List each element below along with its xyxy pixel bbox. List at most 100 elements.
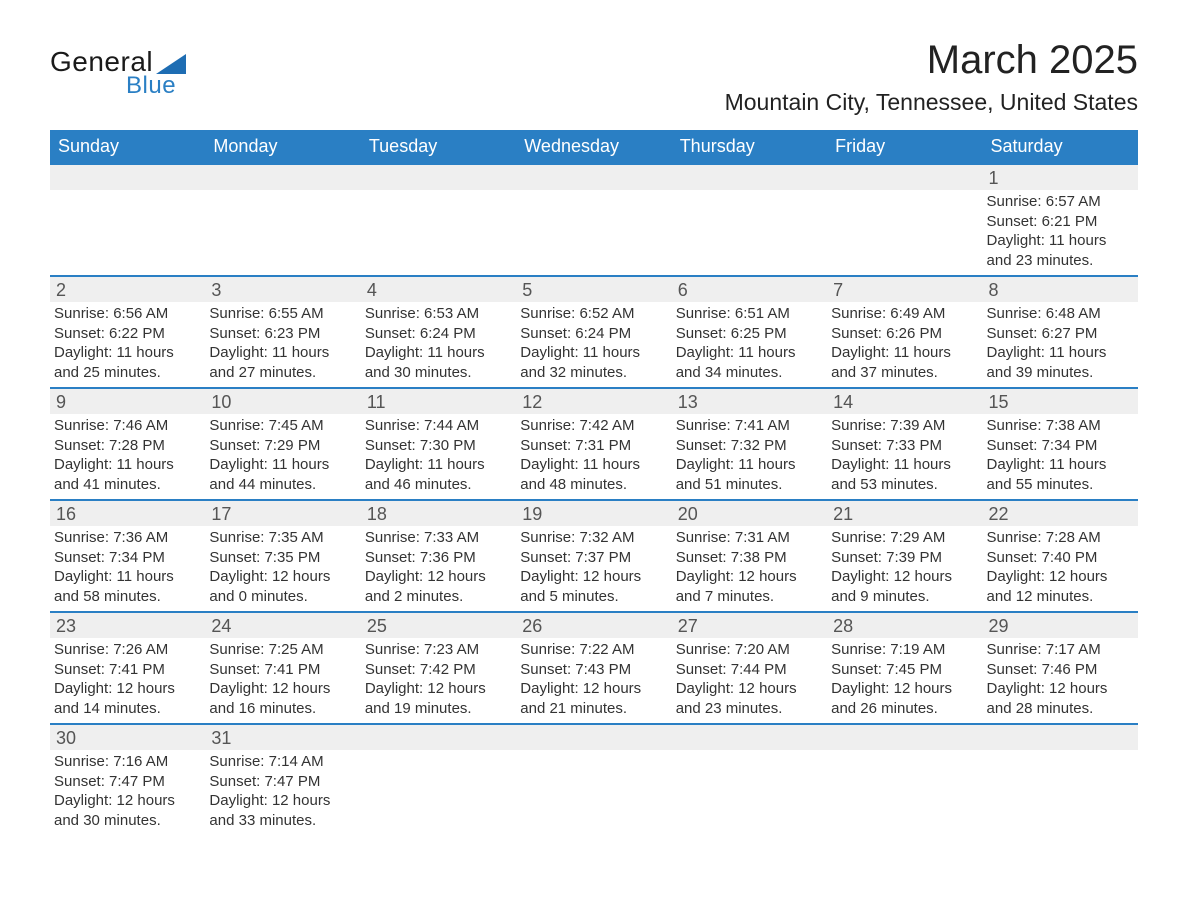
day-body: Sunrise: 7:38 AMSunset: 7:34 PMDaylight:… [983,414,1138,499]
day-body: Sunrise: 7:25 AMSunset: 7:41 PMDaylight:… [205,638,360,723]
day-sunset: Sunset: 6:21 PM [987,212,1134,232]
day-day1: Daylight: 12 hours [365,567,512,587]
calendar-day-cell: 11Sunrise: 7:44 AMSunset: 7:30 PMDayligh… [361,388,516,500]
day-day2: and 37 minutes. [831,363,978,383]
calendar-day-cell [50,164,205,276]
day-sunset: Sunset: 7:30 PM [365,436,512,456]
day-day1: Daylight: 12 hours [520,567,667,587]
day-body: Sunrise: 7:16 AMSunset: 7:47 PMDaylight:… [50,750,205,835]
day-body: Sunrise: 6:56 AMSunset: 6:22 PMDaylight:… [50,302,205,387]
day-body: Sunrise: 7:14 AMSunset: 7:47 PMDaylight:… [205,750,360,835]
calendar-week-row: 1Sunrise: 6:57 AMSunset: 6:21 PMDaylight… [50,164,1138,276]
day-sunset: Sunset: 7:43 PM [520,660,667,680]
day-sunset: Sunset: 7:47 PM [54,772,201,792]
day-sunrise: Sunrise: 6:48 AM [987,304,1134,324]
day-sunset: Sunset: 7:42 PM [365,660,512,680]
day-sunset: Sunset: 7:34 PM [987,436,1134,456]
day-day2: and 2 minutes. [365,587,512,607]
day-sunset: Sunset: 7:44 PM [676,660,823,680]
day-sunrise: Sunrise: 7:19 AM [831,640,978,660]
calendar-day-cell: 6Sunrise: 6:51 AMSunset: 6:25 PMDaylight… [672,276,827,388]
day-body: Sunrise: 6:51 AMSunset: 6:25 PMDaylight:… [672,302,827,387]
calendar-day-cell [516,164,671,276]
day-day1: Daylight: 11 hours [54,343,201,363]
day-body: Sunrise: 6:55 AMSunset: 6:23 PMDaylight:… [205,302,360,387]
calendar-day-cell: 27Sunrise: 7:20 AMSunset: 7:44 PMDayligh… [672,612,827,724]
day-sunrise: Sunrise: 7:38 AM [987,416,1134,436]
day-day2: and 0 minutes. [209,587,356,607]
day-day1: Daylight: 11 hours [209,455,356,475]
day-number [205,165,360,190]
calendar-table: Sunday Monday Tuesday Wednesday Thursday… [50,130,1138,835]
day-day2: and 30 minutes. [54,811,201,831]
day-sunrise: Sunrise: 7:17 AM [987,640,1134,660]
day-day1: Daylight: 11 hours [54,455,201,475]
day-body: Sunrise: 7:44 AMSunset: 7:30 PMDaylight:… [361,414,516,499]
day-day2: and 58 minutes. [54,587,201,607]
day-day2: and 34 minutes. [676,363,823,383]
day-number: 18 [361,501,516,526]
calendar-day-cell: 20Sunrise: 7:31 AMSunset: 7:38 PMDayligh… [672,500,827,612]
day-number: 26 [516,613,671,638]
day-body: Sunrise: 7:41 AMSunset: 7:32 PMDaylight:… [672,414,827,499]
day-day1: Daylight: 11 hours [676,343,823,363]
day-sunset: Sunset: 7:41 PM [54,660,201,680]
day-body: Sunrise: 7:46 AMSunset: 7:28 PMDaylight:… [50,414,205,499]
day-number: 7 [827,277,982,302]
day-sunrise: Sunrise: 7:46 AM [54,416,201,436]
day-body: Sunrise: 6:57 AMSunset: 6:21 PMDaylight:… [983,190,1138,275]
calendar-day-cell: 19Sunrise: 7:32 AMSunset: 7:37 PMDayligh… [516,500,671,612]
logo-text-blue: Blue [126,72,176,100]
day-body [361,190,516,250]
day-day2: and 7 minutes. [676,587,823,607]
day-body: Sunrise: 6:52 AMSunset: 6:24 PMDaylight:… [516,302,671,387]
day-body: Sunrise: 6:53 AMSunset: 6:24 PMDaylight:… [361,302,516,387]
day-sunrise: Sunrise: 6:49 AM [831,304,978,324]
day-sunset: Sunset: 6:25 PM [676,324,823,344]
calendar-day-cell: 23Sunrise: 7:26 AMSunset: 7:41 PMDayligh… [50,612,205,724]
day-day1: Daylight: 12 hours [209,567,356,587]
day-sunrise: Sunrise: 7:36 AM [54,528,201,548]
day-number: 4 [361,277,516,302]
day-day2: and 9 minutes. [831,587,978,607]
day-number [983,725,1138,750]
day-sunset: Sunset: 6:24 PM [365,324,512,344]
calendar-day-cell: 7Sunrise: 6:49 AMSunset: 6:26 PMDaylight… [827,276,982,388]
day-sunset: Sunset: 7:38 PM [676,548,823,568]
calendar-day-cell [361,724,516,835]
calendar-day-cell [983,724,1138,835]
day-sunset: Sunset: 7:40 PM [987,548,1134,568]
day-sunset: Sunset: 7:47 PM [209,772,356,792]
calendar-day-cell: 21Sunrise: 7:29 AMSunset: 7:39 PMDayligh… [827,500,982,612]
day-day1: Daylight: 11 hours [365,455,512,475]
day-sunset: Sunset: 7:33 PM [831,436,978,456]
calendar-day-cell: 26Sunrise: 7:22 AMSunset: 7:43 PMDayligh… [516,612,671,724]
day-body [205,190,360,250]
calendar-day-cell: 3Sunrise: 6:55 AMSunset: 6:23 PMDaylight… [205,276,360,388]
day-header: Saturday [983,130,1138,164]
calendar-day-cell: 22Sunrise: 7:28 AMSunset: 7:40 PMDayligh… [983,500,1138,612]
calendar-day-cell [827,724,982,835]
day-body: Sunrise: 7:28 AMSunset: 7:40 PMDaylight:… [983,526,1138,611]
logo: General Blue [50,38,186,100]
calendar-day-cell: 15Sunrise: 7:38 AMSunset: 7:34 PMDayligh… [983,388,1138,500]
day-body [50,190,205,250]
day-day2: and 12 minutes. [987,587,1134,607]
day-sunrise: Sunrise: 7:25 AM [209,640,356,660]
day-body: Sunrise: 7:29 AMSunset: 7:39 PMDaylight:… [827,526,982,611]
day-number: 9 [50,389,205,414]
day-number: 11 [361,389,516,414]
calendar-day-cell: 1Sunrise: 6:57 AMSunset: 6:21 PMDaylight… [983,164,1138,276]
calendar-day-cell: 14Sunrise: 7:39 AMSunset: 7:33 PMDayligh… [827,388,982,500]
day-body [516,750,671,810]
day-body [672,750,827,810]
day-header: Tuesday [361,130,516,164]
day-day1: Daylight: 12 hours [365,679,512,699]
header: General Blue March 2025 Mountain City, T… [50,38,1138,116]
day-day1: Daylight: 12 hours [209,679,356,699]
calendar-day-cell [361,164,516,276]
day-day1: Daylight: 12 hours [987,567,1134,587]
day-sunrise: Sunrise: 6:55 AM [209,304,356,324]
day-day2: and 16 minutes. [209,699,356,719]
day-sunset: Sunset: 7:37 PM [520,548,667,568]
